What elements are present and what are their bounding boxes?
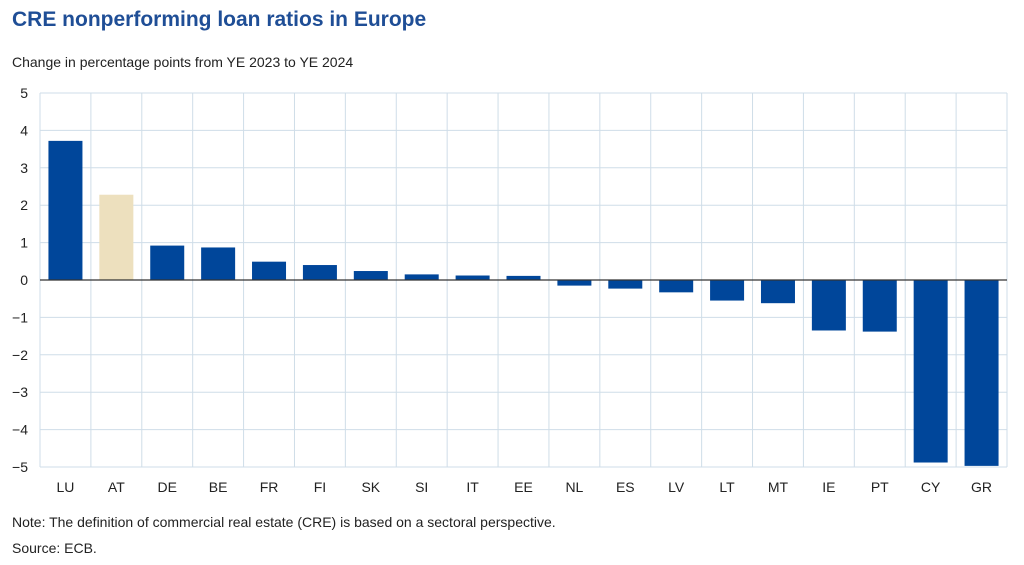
x-tick-label: FI [314, 479, 326, 495]
x-tick-label: SK [361, 479, 380, 495]
bar-cy [913, 280, 948, 463]
x-tick-label: EE [514, 479, 533, 495]
bar-lv [659, 280, 694, 293]
bar-lt [710, 280, 745, 301]
x-tick-label: IT [466, 479, 479, 495]
y-tick-label: 5 [20, 85, 28, 101]
x-tick-label: BE [209, 479, 228, 495]
y-tick-label: 0 [20, 272, 28, 288]
chart-title: CRE nonperforming loan ratios in Europe [12, 8, 427, 31]
bar-pt [862, 280, 897, 332]
bar-sk [353, 271, 388, 280]
x-tick-label: ES [616, 479, 635, 495]
x-tick-label: PT [871, 479, 889, 495]
y-tick-labels: 5 4 3 2 1 0 −1 −2 −3 −4 −5 [12, 85, 28, 475]
y-tick-label: −4 [12, 422, 28, 438]
bar-ie [811, 280, 846, 331]
x-tick-label: LU [56, 479, 74, 495]
bar-gr [964, 280, 999, 466]
x-tick-label: SI [415, 479, 428, 495]
bar-nl [557, 280, 592, 286]
y-tick-label: 1 [20, 235, 28, 251]
bar-ee [506, 275, 541, 280]
x-tick-label: DE [158, 479, 177, 495]
y-tick-label: −3 [12, 384, 28, 400]
x-tick-label: MT [768, 479, 789, 495]
x-tick-label: AT [108, 479, 125, 495]
y-tick-label: 2 [20, 197, 28, 213]
chart-source: Source: ECB. [12, 540, 97, 556]
x-tick-label: NL [565, 479, 583, 495]
y-tick-label: −5 [12, 459, 28, 475]
bar-de [150, 245, 185, 280]
x-tick-label: CY [921, 479, 941, 495]
bar-fr [252, 261, 287, 280]
x-tick-label: FR [260, 479, 279, 495]
bar-mt [760, 280, 795, 304]
bar-chart: 5 4 3 2 1 0 −1 −2 −3 −4 −5 LU AT DE BE FR FI SK SI IT EE NL E… [12, 85, 1008, 495]
x-tick-label: IE [822, 479, 835, 495]
x-tick-label: LV [668, 479, 685, 495]
x-tick-label: LT [719, 479, 735, 495]
y-tick-label: 4 [20, 122, 28, 138]
bar-fi [302, 265, 337, 280]
y-tick-label: 3 [20, 160, 28, 176]
x-tick-labels: LU AT DE BE FR FI SK SI IT EE NL ES LV LT MT IE PT CY GR [56, 479, 992, 495]
bar-es [608, 280, 643, 289]
bars [48, 140, 999, 466]
y-tick-label: −1 [12, 309, 28, 325]
bar-si [404, 274, 439, 280]
bar-at [99, 194, 134, 280]
y-tick-label: −2 [12, 347, 28, 363]
bar-be [201, 247, 236, 280]
x-tick-label: GR [971, 479, 992, 495]
chart-subtitle: Change in percentage points from YE 2023… [12, 54, 354, 70]
bar-it [455, 275, 490, 280]
chart-note: Note: The definition of commercial real … [12, 514, 556, 530]
bar-lu [48, 140, 83, 280]
